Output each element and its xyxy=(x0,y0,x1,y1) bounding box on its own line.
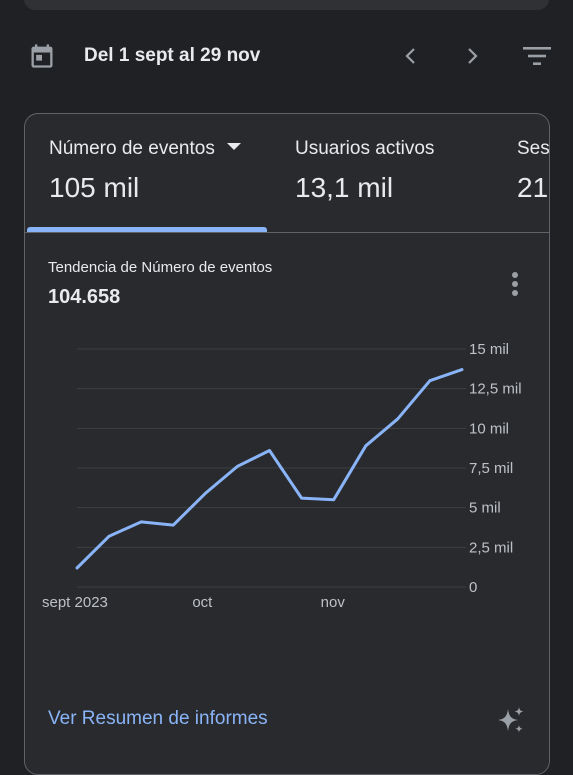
y-tick-label: 15 mil xyxy=(469,341,509,358)
dropdown-caret-icon[interactable] xyxy=(226,143,241,151)
tab-event-count[interactable]: Número de eventos 105 mil xyxy=(49,114,267,232)
view-reports-summary-link[interactable]: Ver Resumen de informes xyxy=(48,708,268,729)
metrics-card: Número de eventos 105 mil Usuarios activ… xyxy=(24,113,550,775)
sparkle-icon[interactable] xyxy=(495,705,527,737)
previous-period-button[interactable] xyxy=(391,36,431,76)
top-card-edge xyxy=(24,0,549,10)
tab-event-count-value: 105 mil xyxy=(49,172,140,203)
tab-event-count-label: Número de eventos xyxy=(49,138,215,159)
filter-button[interactable] xyxy=(517,36,557,76)
date-range-label[interactable]: Del 1 sept al 29 nov xyxy=(84,45,261,66)
chevron-left-icon xyxy=(405,48,415,64)
filter-icon xyxy=(523,47,551,65)
series-line xyxy=(75,368,464,570)
tab-sessions[interactable]: Ses 21, xyxy=(517,114,550,232)
trend-title: Tendencia de Número de eventos xyxy=(48,259,273,276)
event-trend-chart: 0 2,5 mil 5 mil 7,5 mil 10 mil 12,5 mil 15 mil… xyxy=(42,341,522,611)
date-range-bar: Del 1 sept al 29 nov xyxy=(0,18,573,94)
trend-value: 104.658 xyxy=(48,286,121,308)
tab-active-users-label: Usuarios activos xyxy=(295,138,435,159)
y-tick-label: 5 mil xyxy=(469,500,501,517)
x-tick-label: oct xyxy=(192,594,213,611)
calendar-icon[interactable] xyxy=(28,42,56,70)
x-tick-label: sept 2023 xyxy=(42,594,108,611)
selected-tab-indicator xyxy=(27,227,267,232)
tab-active-users-value: 13,1 mil xyxy=(295,172,394,203)
metric-tabs: Número de eventos 105 mil Usuarios activ… xyxy=(25,114,549,233)
next-period-button[interactable] xyxy=(452,36,492,76)
y-tick-label: 7,5 mil xyxy=(469,460,513,477)
tab-sessions-value: 21, xyxy=(517,172,549,203)
x-tick-label: nov xyxy=(321,594,346,611)
chevron-right-icon xyxy=(468,48,478,64)
y-tick-label: 2,5 mil xyxy=(469,539,513,556)
y-tick-label: 0 xyxy=(469,579,477,596)
tab-active-users[interactable]: Usuarios activos 13,1 mil xyxy=(295,114,495,232)
tab-event-count-label-wrap: Número de eventos xyxy=(49,138,241,160)
y-tick-label: 12,5 mil xyxy=(469,381,522,398)
y-tick-label: 10 mil xyxy=(469,420,509,437)
tab-sessions-label: Ses xyxy=(517,138,550,159)
more-options-icon[interactable] xyxy=(501,268,529,300)
